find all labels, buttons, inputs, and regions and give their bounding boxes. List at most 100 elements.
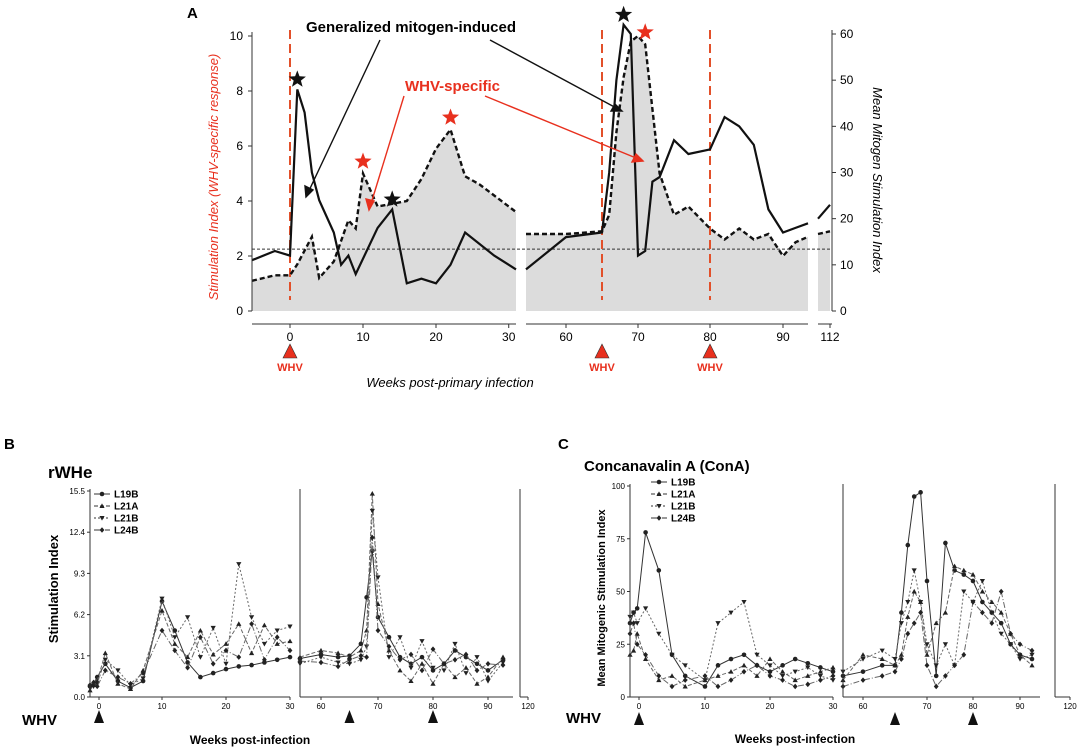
series-L24B-point [998, 588, 1004, 595]
series-L21B-point [485, 679, 491, 684]
series-L24B-point [682, 677, 688, 683]
series-L24B-point [364, 654, 369, 660]
series-L24B-point [943, 673, 948, 679]
series-L21A-point [249, 650, 255, 656]
series-L21A-point [767, 656, 773, 662]
series-L21A-point [261, 622, 267, 628]
series-L19B-line-1 [842, 491, 1033, 677]
legend-marker-L21B [656, 504, 662, 509]
series-L24B-point [933, 683, 939, 690]
series-L19B-point [918, 490, 923, 495]
x-tick-label: 10 [701, 702, 710, 711]
series-L21A-point [358, 647, 364, 653]
series-L24B-point [702, 673, 708, 679]
y-tick-label: 6.2 [74, 611, 86, 620]
series-L21A-point [715, 673, 721, 678]
series-L24B-point [408, 651, 414, 658]
series-L21B-point [375, 575, 381, 580]
series-L21A-point [500, 654, 506, 660]
mitogen-line-1 [525, 22, 809, 271]
series-L21A-point [485, 674, 491, 680]
series-L24B-point [463, 651, 469, 658]
series-L24B-line-0 [629, 622, 834, 688]
series-L24B-point [430, 646, 436, 652]
legend-label-L21A: L21A [671, 490, 695, 501]
series-L24B-point [879, 673, 885, 679]
star-black [615, 5, 633, 23]
series-L21B-point [159, 596, 165, 602]
legend-marker-L21A [99, 503, 105, 508]
series-L21A-point [741, 662, 747, 668]
y-tick-label-right: 0 [840, 304, 847, 318]
series-L19B-point [634, 606, 640, 611]
series-L21A-point [952, 563, 958, 569]
star-red [442, 108, 460, 125]
panel-a-axes: 0 2 4 6 8 10 0 10 20 30 40 50 60 0 10 20 30 60 70 80 90 112 [230, 27, 854, 344]
series-L24B-point [318, 659, 324, 666]
series-L24B-point [961, 652, 967, 658]
x-tick-label: 70 [631, 330, 645, 344]
series-L24B-point [911, 620, 917, 626]
panel-label-a: A [187, 5, 198, 22]
series-L21B-point [979, 578, 985, 584]
series-L24B-point [172, 647, 178, 654]
series-L19B-point [682, 673, 688, 679]
series-L24B-point [1017, 641, 1023, 648]
y-tick-label: 3.1 [74, 652, 86, 661]
whv-specific-line-1 [526, 34, 809, 258]
series-L24B-point [728, 677, 734, 683]
series-L21B-point [933, 663, 939, 668]
x-tick-label: 10 [356, 330, 370, 344]
series-L21A-point [346, 654, 353, 660]
series-L19B-point [140, 678, 146, 684]
series-L21B-point [898, 621, 904, 626]
series-L21B-point [715, 621, 721, 626]
series-L21A-point [364, 627, 370, 633]
series-L21A-point [682, 683, 688, 689]
series-L19B-point [818, 665, 823, 670]
series-L24B-point [485, 660, 491, 667]
star-red [354, 152, 372, 169]
series-L21A-point [223, 641, 229, 646]
series-L21A-point [185, 654, 191, 660]
y-tick-label: 0.0 [74, 693, 86, 702]
x-tick-label: 60 [859, 702, 868, 711]
series-L21A-point [210, 651, 216, 657]
series-L24B-point [140, 670, 146, 676]
series-L24B-point [905, 630, 911, 637]
series-L21B-point [474, 655, 480, 660]
series-L24B-point [474, 667, 480, 674]
series-L19B-point [805, 660, 811, 666]
series-L21B-point [274, 628, 280, 634]
series-L24B-point [754, 662, 760, 669]
shade-segment-2 [818, 231, 830, 311]
panel-b-x-label: Weeks post-infection [190, 733, 310, 747]
series-L24B-point [1008, 630, 1013, 637]
series-L21B-point [115, 668, 121, 674]
y-tick-label: 0 [621, 693, 626, 702]
series-L21A-point [911, 588, 917, 594]
legend-marker-L21B [99, 516, 105, 521]
series-L24B-line-0 [89, 622, 291, 688]
series-L24B-point [102, 667, 108, 674]
series-L19B-point [287, 654, 293, 660]
series-L19B-point [185, 660, 190, 665]
series-L24B-point [262, 656, 267, 663]
series-L24B-point [989, 620, 995, 626]
series-L19B-line-0 [629, 532, 834, 688]
y-tick-label-left: 6 [236, 139, 243, 153]
y-tick-label-left: 10 [230, 29, 244, 43]
x-tick-label: 112 [820, 330, 839, 344]
x-tick-label: 0 [287, 330, 294, 344]
series-L21A-point [452, 674, 458, 680]
y-tick-label-left: 4 [236, 194, 243, 208]
legend-marker-L19B [656, 479, 662, 485]
series-L24B-point [792, 683, 798, 690]
panel-a-series [251, 22, 831, 285]
series-L24B-point [741, 668, 747, 675]
series-L21B-point [879, 648, 885, 654]
series-L21A-point [115, 681, 121, 686]
series-L19B-point [998, 620, 1004, 626]
series-L21A-line-1 [842, 565, 1033, 681]
